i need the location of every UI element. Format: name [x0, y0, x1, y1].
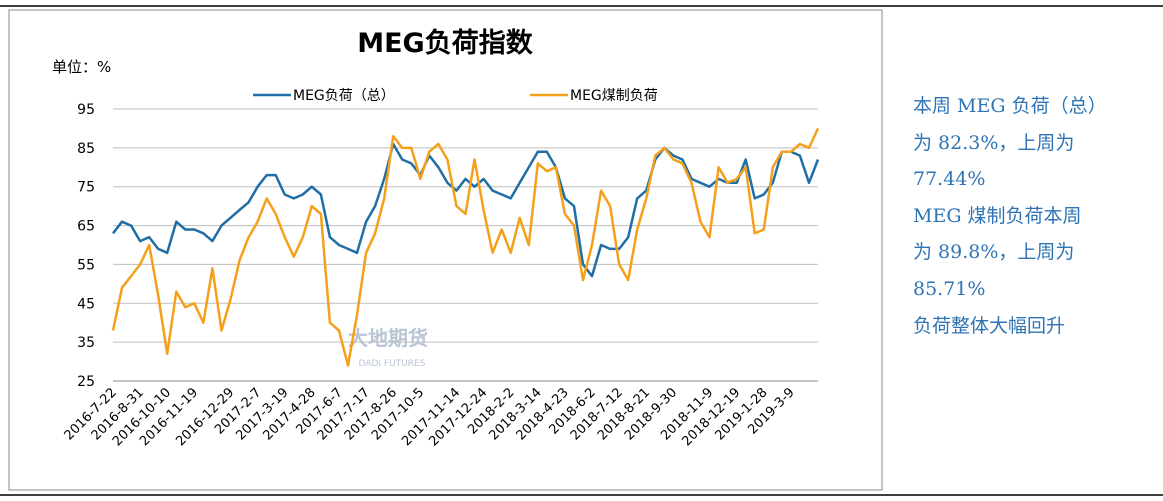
unit-label: 单位：%: [52, 58, 111, 76]
side-text-line: 77.44%: [913, 168, 986, 191]
side-text-line: 负荷整体大幅回升: [913, 314, 1066, 337]
side-text-line: 本周 MEG 负荷（总）: [913, 95, 1107, 117]
side-text-line: MEG 煤制负荷本周: [913, 204, 1082, 227]
chart-title: MEG负荷指数: [357, 28, 533, 59]
watermark: DADI FUTURES: [359, 359, 426, 369]
y-tick-label: 85: [77, 141, 95, 157]
side-text-line: 为 82.3%，上周为: [913, 131, 1075, 154]
legend-label: MEG负荷（总）: [293, 88, 395, 104]
y-tick-label: 65: [77, 219, 95, 235]
legend-label: MEG煤制负荷: [570, 88, 658, 104]
y-tick-label: 25: [77, 374, 95, 390]
y-tick-label: 45: [77, 296, 95, 312]
series-line: [112, 142, 820, 278]
y-tick-label: 55: [77, 257, 95, 273]
y-tick-label: 95: [77, 102, 95, 118]
y-tick-label: 35: [77, 335, 95, 351]
chart-frame: [8, 9, 883, 491]
series-line: [111, 127, 820, 367]
side-text-line: 85.71%: [913, 277, 986, 300]
watermark: 大地期货: [348, 326, 428, 350]
y-tick-label: 75: [77, 180, 95, 196]
side-text: 本周 MEG 负荷（总） 为 82.3%，上周为 77.44% MEG 煤制负荷本周为…: [913, 88, 1107, 344]
side-text-line: 为 89.8%，上周为: [913, 241, 1075, 264]
